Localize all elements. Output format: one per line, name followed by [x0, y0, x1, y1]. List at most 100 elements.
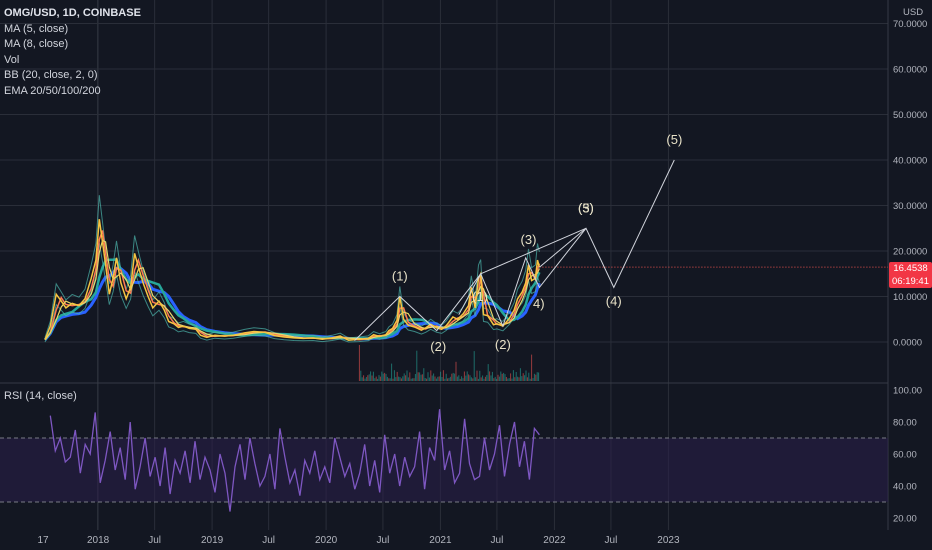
volume-bar — [508, 378, 510, 381]
volume-bar — [538, 372, 540, 381]
volume-bar — [532, 378, 534, 381]
price-series — [43, 195, 888, 343]
volume-bar — [420, 374, 422, 381]
volume-bar — [365, 377, 367, 381]
indicator-bollinger[interactable]: BB (20, close, 2, 0) — [4, 69, 98, 81]
price-tick-label: 70.0000 — [893, 19, 927, 30]
volume-bar — [368, 374, 370, 381]
indicator-ma5[interactable]: MA (5, close) — [4, 22, 69, 35]
wave-path — [539, 159, 675, 289]
volume-bar — [364, 378, 366, 381]
volume-bar — [360, 370, 362, 381]
volume-bar — [462, 378, 464, 381]
volume-bar — [455, 361, 457, 381]
volume-bar — [465, 375, 467, 381]
rsi-legend[interactable]: RSI (14, close) — [4, 390, 77, 402]
volume-bar — [468, 374, 470, 381]
volume-bar — [519, 368, 521, 381]
volume-bar — [371, 375, 373, 381]
volume-bar — [403, 373, 405, 381]
volume-bar — [393, 370, 395, 381]
volume-bar — [414, 374, 416, 381]
time-tick-label: Jul — [491, 535, 504, 546]
volume-bar — [428, 377, 430, 381]
volume-bar — [437, 376, 439, 381]
axes: 0.0000 10.0000 20.0000 30.0000 40.0000 50.000… — [37, 19, 927, 546]
elliott-wave-annotations: (1)(2)(1)(2)(3)4)(3)(5)(4)(5) — [354, 132, 682, 354]
price-tick-label: 40.0000 — [893, 156, 927, 167]
volume-bar — [406, 370, 408, 381]
time-tick-label: 2023 — [657, 535, 680, 546]
indicator-ma8[interactable]: MA (8, close) — [4, 38, 69, 50]
volume-bar — [361, 377, 363, 381]
volume-bar — [407, 377, 409, 381]
volume-bar — [409, 372, 411, 381]
volume-bar — [501, 373, 503, 381]
current-price-badge: 16.4538 06:19:41 — [889, 262, 932, 288]
volume-bar — [475, 377, 477, 381]
volume-bar — [524, 375, 526, 381]
volume-bar — [458, 375, 460, 381]
volume-bar — [363, 375, 365, 381]
volume-bar — [487, 364, 489, 381]
rsi-line — [49, 409, 540, 512]
volume-bar — [438, 376, 440, 381]
volume-bar — [452, 372, 454, 381]
time-tick-label: 2022 — [543, 535, 566, 546]
volume-bar — [402, 376, 404, 381]
rsi-tick-label: 60.00 — [893, 450, 917, 461]
wave-label: (1) — [392, 269, 408, 284]
indicator-ema[interactable]: EMA 20/50/100/200 — [4, 84, 101, 97]
volume-bar — [395, 377, 397, 381]
bar-countdown: 06:19:41 — [892, 276, 929, 287]
wave-label: (1) — [472, 289, 488, 304]
volume-bar — [423, 368, 425, 381]
rsi-tick-label: 40.00 — [893, 482, 917, 493]
rsi-panel — [0, 409, 888, 512]
time-tick-label: Jul — [262, 535, 275, 546]
volume-bar — [427, 372, 429, 381]
volume-bar — [507, 378, 509, 381]
time-tick-label: Jul — [377, 535, 390, 546]
symbol-title[interactable]: OMG/USD, 1D, COINBASE — [4, 7, 141, 19]
volume-bar — [370, 371, 372, 381]
volume-bar — [405, 375, 407, 381]
volume-bar — [525, 370, 527, 381]
volume-bar — [476, 370, 478, 381]
volume-bar — [372, 371, 374, 381]
volume-bar — [500, 371, 502, 381]
volume-bar — [426, 378, 428, 381]
volume-bar — [392, 378, 394, 381]
volume-bar — [528, 372, 530, 381]
volume-bar — [463, 371, 465, 381]
volume-bar — [486, 375, 488, 381]
wave-label: (3) — [521, 232, 537, 247]
rsi-tick-label: 80.00 — [893, 418, 917, 429]
price-tick-label: 10.0000 — [893, 292, 927, 303]
volume-bar — [386, 376, 388, 381]
volume-bar — [378, 375, 380, 381]
volume-bar — [511, 378, 513, 381]
price-tick-label: 60.0000 — [893, 65, 927, 76]
wave-label: (2) — [430, 339, 446, 354]
volume-bar — [358, 345, 360, 381]
volume-bar — [473, 351, 475, 381]
volume-bar — [424, 378, 426, 381]
price-tick-label: 0.0000 — [893, 338, 922, 349]
volume-bar — [496, 378, 498, 381]
volume-bar — [526, 377, 528, 381]
volume-bar — [377, 378, 379, 381]
volume-bar — [529, 378, 531, 381]
rsi-tick-label: 100.00 — [893, 386, 922, 397]
volume-bar — [399, 377, 401, 381]
indicator-legend: OMG/USD, 1D, COINBASE MA (5, close) MA (… — [4, 6, 141, 99]
wave-path — [354, 273, 482, 341]
volume-bar — [430, 370, 432, 381]
volume-bar — [510, 373, 512, 381]
volume-bar — [536, 372, 538, 381]
volume-bar — [503, 372, 505, 381]
indicator-volume[interactable]: Vol — [4, 53, 20, 66]
wave-label: (4) — [606, 294, 622, 309]
volume-bar — [518, 377, 520, 381]
